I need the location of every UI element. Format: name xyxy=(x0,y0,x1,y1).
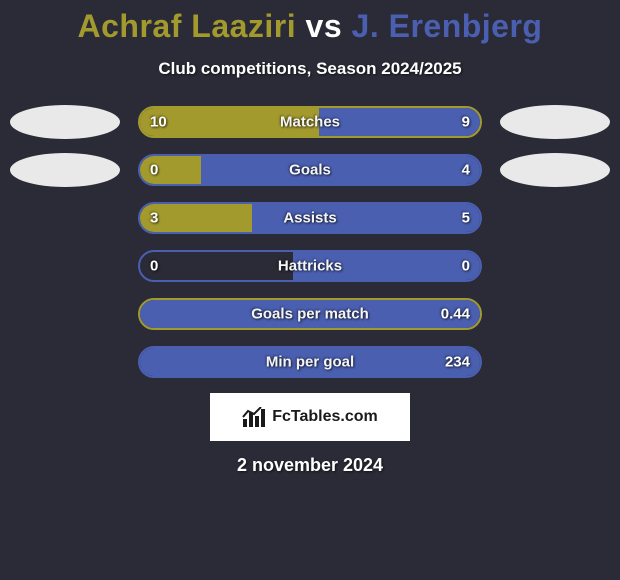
chart-icon xyxy=(242,407,266,427)
stat-bar: 0 0 Hattricks xyxy=(138,250,482,282)
value-left: 3 xyxy=(150,210,158,227)
stat-row: 234 Min per goal xyxy=(0,345,620,379)
value-right: 5 xyxy=(462,210,470,227)
stat-label: Hattricks xyxy=(278,258,342,275)
stat-row: 3 5 Assists xyxy=(0,201,620,235)
stat-label: Min per goal xyxy=(266,354,354,371)
player1-name: Achraf Laaziri xyxy=(78,8,297,44)
stat-bar: 234 Min per goal xyxy=(138,346,482,378)
stat-bar: 0.44 Goals per match xyxy=(138,298,482,330)
stat-label: Assists xyxy=(283,210,336,227)
stat-row: 10 9 Matches xyxy=(0,105,620,139)
value-right: 0 xyxy=(462,258,470,275)
value-left: 0 xyxy=(150,162,158,179)
stat-row: 0 0 Hattricks xyxy=(0,249,620,283)
value-left: 0 xyxy=(150,258,158,275)
stat-label: Goals xyxy=(289,162,331,179)
stat-label: Goals per match xyxy=(251,306,369,323)
value-right: 4 xyxy=(462,162,470,179)
value-left: 10 xyxy=(150,114,167,131)
value-right: 0.44 xyxy=(441,306,470,323)
player1-oval xyxy=(10,105,120,139)
logo-text: FcTables.com xyxy=(272,408,378,426)
stat-row: 0 4 Goals xyxy=(0,153,620,187)
date-text: 2 november 2024 xyxy=(0,455,620,476)
fill-right xyxy=(201,156,480,184)
stat-bar: 0 4 Goals xyxy=(138,154,482,186)
stat-label: Matches xyxy=(280,114,340,131)
stat-bar: 10 9 Matches xyxy=(138,106,482,138)
value-right: 9 xyxy=(462,114,470,131)
comparison-infographic: Achraf Laaziri vs J. Erenbjerg Club comp… xyxy=(0,0,620,476)
logo-box: FcTables.com xyxy=(210,393,410,441)
player2-name: J. Erenbjerg xyxy=(352,8,543,44)
fill-right xyxy=(319,108,480,136)
value-right: 234 xyxy=(445,354,470,371)
player1-oval xyxy=(10,153,120,187)
player2-oval xyxy=(500,153,610,187)
stat-bar: 3 5 Assists xyxy=(138,202,482,234)
page-title: Achraf Laaziri vs J. Erenbjerg xyxy=(0,8,620,45)
stats-bars: 10 9 Matches 0 4 Goals 3 5 Assists 0 0 Hattricks 0.4… xyxy=(0,105,620,379)
vs-text: vs xyxy=(306,8,343,44)
player2-oval xyxy=(500,105,610,139)
stat-row: 0.44 Goals per match xyxy=(0,297,620,331)
subtitle: Club competitions, Season 2024/2025 xyxy=(0,59,620,79)
